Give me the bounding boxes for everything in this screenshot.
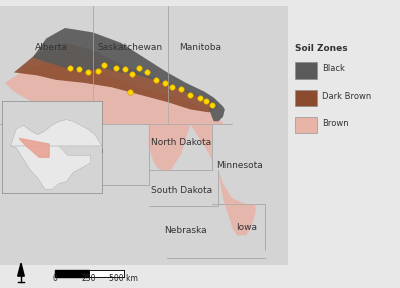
Text: Soil Zones: Soil Zones <box>295 43 348 53</box>
Polygon shape <box>149 124 190 172</box>
Polygon shape <box>32 28 214 102</box>
Text: Minnesota: Minnesota <box>216 161 263 170</box>
Polygon shape <box>218 170 256 235</box>
Text: 250: 250 <box>81 274 96 283</box>
Polygon shape <box>190 124 212 161</box>
Bar <box>295 90 317 106</box>
Text: Dark Brown: Dark Brown <box>322 92 372 101</box>
Text: Montana: Montana <box>64 146 103 156</box>
Polygon shape <box>10 146 90 189</box>
Text: Brown: Brown <box>322 119 349 128</box>
Text: Alberta: Alberta <box>34 43 68 52</box>
Polygon shape <box>209 98 225 121</box>
Polygon shape <box>10 120 102 146</box>
Text: Nebraska: Nebraska <box>164 226 207 235</box>
Polygon shape <box>18 263 24 276</box>
Text: Black: Black <box>322 64 345 73</box>
Text: Iowa: Iowa <box>236 223 257 232</box>
Text: 0: 0 <box>53 274 58 283</box>
Polygon shape <box>19 139 49 157</box>
Text: Saskatchewan: Saskatchewan <box>98 43 163 52</box>
Text: Manitoba: Manitoba <box>179 43 221 52</box>
Bar <box>295 62 317 79</box>
Polygon shape <box>5 62 223 124</box>
Polygon shape <box>14 43 218 112</box>
Bar <box>295 117 317 133</box>
Text: 500 km: 500 km <box>109 274 138 283</box>
Text: South Dakota: South Dakota <box>150 186 212 195</box>
Text: North Dakota: North Dakota <box>151 138 211 147</box>
